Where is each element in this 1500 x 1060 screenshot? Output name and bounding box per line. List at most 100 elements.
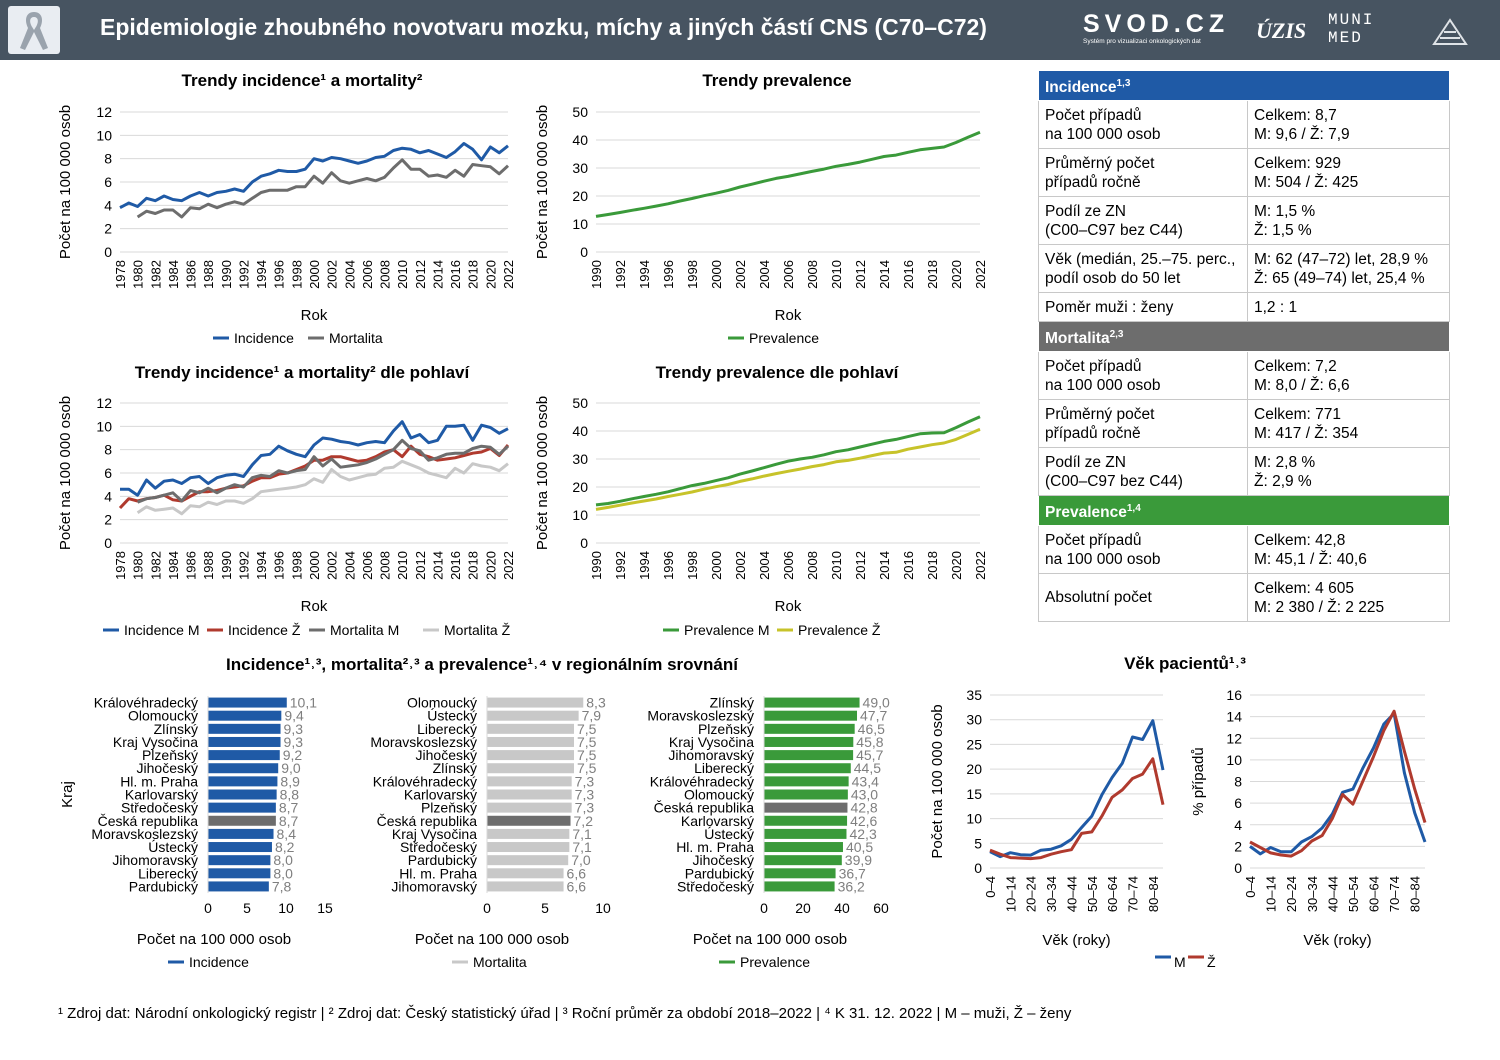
- y-tick-label: 5: [974, 835, 982, 851]
- bar: [487, 842, 570, 853]
- bar: [764, 868, 836, 879]
- table-row: Poměr muži : ženy 1,2 : 1: [1038, 292, 1450, 322]
- category-label: Středočeský: [121, 800, 198, 816]
- x-tick-label: 1992: [613, 551, 628, 580]
- series-line-ž: [1249, 709, 1427, 858]
- bar: [487, 855, 569, 866]
- x-tick-label: 2000: [307, 260, 322, 289]
- value-label: 40,5: [846, 839, 873, 855]
- y-tick-label: 0: [580, 244, 588, 260]
- y-axis-label: % případů: [1190, 747, 1207, 815]
- svod-logo-subtitle: Systém pro vizualizaci onkologických dat: [1083, 38, 1201, 45]
- category-label: Česká republika: [98, 813, 199, 829]
- table-row: Počet případů na 100 000 osob Celkem: 8,7…: [1038, 100, 1450, 149]
- legend-label: M: [1174, 954, 1186, 970]
- value-label: 7,3: [575, 800, 595, 816]
- x-tick-label: 2014: [877, 260, 892, 289]
- x-tick-label: 2018: [466, 551, 481, 580]
- prevalence-header: Prevalence1,4: [1038, 495, 1450, 526]
- series-line-mortalita-m: [137, 438, 510, 504]
- value-label: 39,9: [845, 852, 872, 868]
- legend-label: Prevalence: [749, 330, 819, 346]
- x-tick-label: 2012: [853, 260, 868, 289]
- legend-label: Incidence M: [124, 622, 199, 638]
- legend-label: Incidence: [234, 330, 294, 346]
- value-label: 9,3: [284, 734, 304, 750]
- value-label: 7,0: [571, 852, 591, 868]
- bar: [764, 881, 835, 892]
- y-tick-label: 8: [104, 151, 112, 167]
- category-label: Ústecký: [148, 839, 198, 855]
- y-tick-label: 10: [96, 127, 112, 143]
- x-tick-label: 1994: [637, 260, 652, 289]
- x-tick-label: 60–64: [1105, 876, 1120, 912]
- y-tick-label: 30: [572, 451, 588, 467]
- y-tick-label: 4: [104, 197, 112, 213]
- bar: [208, 697, 287, 708]
- uzis-logo[interactable]: ÚZIS: [1256, 18, 1307, 43]
- muni-med-logo[interactable]: MUNI MED: [1328, 11, 1374, 47]
- category-label: Hl. m. Praha: [676, 839, 754, 855]
- bar: [487, 710, 579, 721]
- category-label: Ústecký: [704, 826, 754, 842]
- x-tick-label: 1998: [289, 551, 304, 580]
- svod-logo[interactable]: SVOD.CZ: [1083, 10, 1230, 38]
- x-tick-label: 1990: [219, 551, 234, 580]
- x-tick-label: 5: [541, 900, 549, 916]
- series-line-incidence-m: [120, 420, 509, 497]
- row-label: Počet případů na 100 000 osob: [1038, 525, 1248, 574]
- value-label: 8,0: [273, 865, 293, 881]
- bar: [208, 723, 281, 734]
- row-value: Celkem: 42,8 M: 45,1 / Ž: 40,6: [1247, 525, 1450, 574]
- x-tick-label: 2008: [378, 551, 393, 580]
- category-label: Plzeňský: [142, 747, 198, 763]
- bar: [208, 828, 274, 839]
- bar: [764, 750, 854, 761]
- bar: [487, 868, 564, 879]
- y-axis-label: Počet na 100 000 osob: [534, 105, 551, 259]
- awareness-ribbon-icon: [8, 6, 60, 54]
- x-tick-label: 1994: [254, 551, 269, 580]
- x-tick-label: 10–14: [1003, 876, 1018, 912]
- x-tick-label: 2008: [805, 551, 820, 580]
- chart-regional-incidence: Incidence¹˒³, mortalita²˒³ a prevalence¹…: [59, 655, 739, 970]
- category-label: Liberecký: [138, 865, 198, 881]
- y-tick-label: 0: [974, 860, 982, 876]
- x-tick-label: 2022: [501, 260, 516, 289]
- row-label: Počet případů na 100 000 osob: [1038, 351, 1248, 400]
- value-label: 44,5: [854, 760, 881, 776]
- y-tick-label: 10: [572, 216, 588, 232]
- x-axis-label: Rok: [775, 307, 802, 324]
- x-tick-label: 1982: [148, 551, 163, 580]
- bar: [487, 828, 570, 839]
- oncology-society-logo[interactable]: [1430, 14, 1470, 48]
- y-tick-label: 15: [966, 786, 982, 802]
- y-tick-label: 8: [1234, 774, 1242, 790]
- category-label: Hl. m. Praha: [120, 773, 198, 789]
- x-tick-label: 15: [317, 900, 333, 916]
- incidence-header-row: Incidence1,3: [1038, 70, 1450, 101]
- value-label: 8,7: [279, 800, 299, 816]
- x-tick-label: 5: [243, 900, 251, 916]
- x-tick-label: 10–14: [1264, 876, 1279, 912]
- x-tick-label: 50–54: [1085, 876, 1100, 912]
- bar: [208, 763, 279, 774]
- category-label: Plzeňský: [421, 800, 477, 816]
- bar: [208, 855, 271, 866]
- chart-title: Trendy prevalence: [702, 71, 851, 90]
- row-label: Absolutní počet: [1038, 573, 1248, 622]
- x-tick-label: 20: [795, 900, 811, 916]
- category-label: Moravskoslezský: [647, 708, 754, 724]
- value-label: 7,1: [572, 839, 592, 855]
- y-tick-label: 6: [1234, 795, 1242, 811]
- muni-logo-line2: MED: [1328, 29, 1363, 47]
- mortality-header: Mortalita2,3: [1038, 321, 1450, 352]
- x-tick-label: 2018: [925, 551, 940, 580]
- value-label: 36,2: [838, 878, 865, 894]
- table-row: Průměrný počet případů ročně Celkem: 771 M…: [1038, 399, 1450, 448]
- x-tick-label: 60: [873, 900, 889, 916]
- y-tick-label: 50: [572, 104, 588, 120]
- x-tick-label: 2010: [829, 260, 844, 289]
- x-tick-label: 2014: [430, 551, 445, 580]
